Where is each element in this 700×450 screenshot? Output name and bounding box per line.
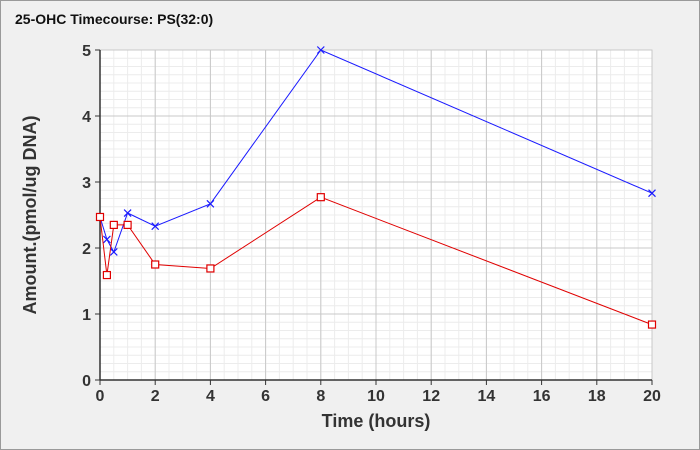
marker-stroke xyxy=(206,199,215,208)
x-tick-label: 20 xyxy=(643,388,661,405)
marker-stroke xyxy=(102,235,111,244)
series-line xyxy=(99,196,653,326)
data-point-square-marker xyxy=(102,270,112,280)
data-point-square-marker xyxy=(647,320,657,329)
data-point-x-marker xyxy=(123,209,132,217)
x-tick-label: 18 xyxy=(588,388,606,405)
x-tick-label: 12 xyxy=(422,388,440,405)
data-point-square-marker xyxy=(151,260,160,269)
marker-stroke xyxy=(316,46,325,54)
series-1 xyxy=(96,46,656,256)
data-point-x-marker xyxy=(316,46,325,54)
data-point-x-marker xyxy=(102,235,111,244)
major-grid xyxy=(99,49,653,381)
y-tick-label: 4 xyxy=(82,109,91,126)
data-point-x-marker xyxy=(648,189,656,198)
series-layer xyxy=(95,46,657,329)
marker-stroke xyxy=(151,222,160,231)
x-tick-label: 0 xyxy=(96,388,105,405)
y-tick-label: 3 xyxy=(82,175,91,192)
data-point-square-marker xyxy=(206,264,215,273)
series-line xyxy=(99,49,653,254)
y-tick-label: 5 xyxy=(82,43,91,60)
data-point-x-marker xyxy=(109,248,118,256)
marker-stroke xyxy=(123,209,132,217)
data-point-square-marker xyxy=(95,212,105,222)
x-tick-label: 2 xyxy=(151,388,160,405)
series-2 xyxy=(95,193,657,329)
y-tick-labels: 0 1 2 3 4 5 xyxy=(82,43,91,390)
chart-title: 25-OHC Timecourse: PS(32:0) xyxy=(15,11,214,27)
x-tick-label: 6 xyxy=(261,388,270,405)
x-tick-labels: 0 2 4 6 8 10 12 14 16 18 20 xyxy=(96,388,661,405)
x-tick-label: 16 xyxy=(533,388,551,405)
marker-stroke xyxy=(109,248,118,256)
marker-stroke xyxy=(648,189,656,198)
x-axis-label: Time (hours) xyxy=(322,411,431,431)
data-point-x-marker xyxy=(151,222,160,231)
data-point-x-marker xyxy=(206,199,215,208)
x-tick-label: 4 xyxy=(206,388,215,405)
y-tick-label: 1 xyxy=(82,307,91,324)
y-tick-label: 0 xyxy=(82,373,91,390)
y-tick-label: 2 xyxy=(82,241,91,258)
data-point-square-marker xyxy=(316,193,325,202)
x-tick-label: 14 xyxy=(478,388,496,405)
y-axis-label: Amount.(pmol/ug DNA) xyxy=(20,116,40,315)
x-tick-label: 10 xyxy=(367,388,385,405)
data-point-square-marker xyxy=(109,220,118,229)
data-point-square-marker xyxy=(123,220,132,229)
x-tick-label: 8 xyxy=(316,388,325,405)
